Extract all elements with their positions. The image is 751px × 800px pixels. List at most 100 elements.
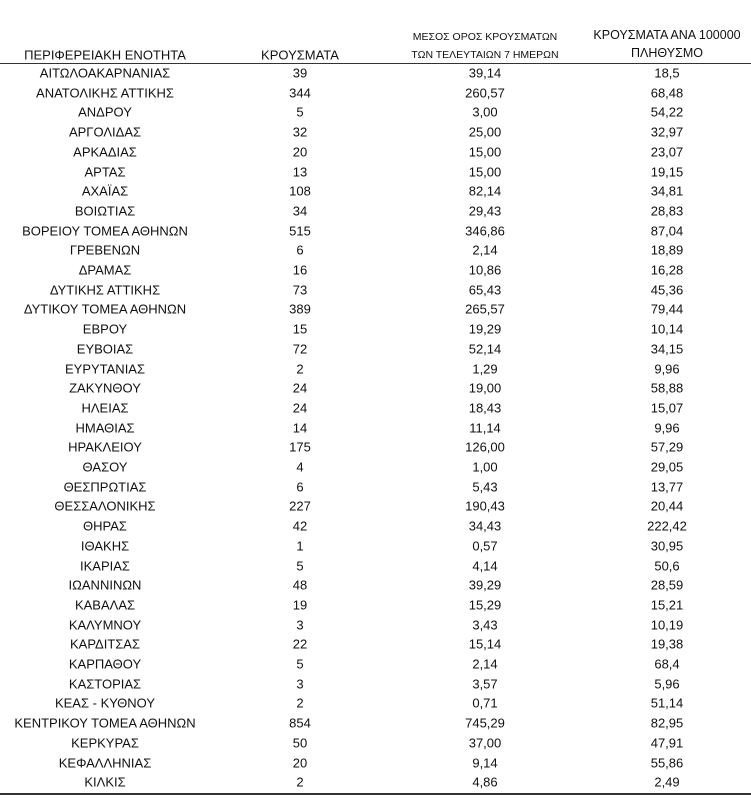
cell-value: 39,29 [468, 577, 502, 593]
region-name: ΚΕΦΑΛΛΗΝΙΑΣ [58, 755, 152, 770]
cell-value: 34,15 [650, 341, 684, 357]
region-name: ΕΥΒΟΙΑΣ [76, 341, 134, 357]
region-name: ΑΝΑΤΟΛΙΚΗΣ ΑΤΤΙΚΗΣ [36, 85, 174, 101]
cell-value: 15,00 [468, 164, 502, 179]
cell-value: 19,38 [650, 636, 684, 652]
cell-value: 50 [292, 735, 308, 751]
region-name: ΒΟΙΩΤΙΑΣ [74, 203, 136, 219]
cell-value: 10,14 [650, 321, 684, 337]
cell-value: 126,00 [465, 439, 505, 455]
cell-value: 20,44 [650, 498, 684, 514]
cell-value: 32,97 [650, 124, 684, 140]
region-name: ΚΕΡΚΥΡΑΣ [71, 735, 139, 751]
cell-value: 20 [292, 755, 308, 770]
region-name: ΗΛΕΙΑΣ [81, 400, 129, 416]
cell-value: 5,96 [654, 676, 680, 692]
cell-value: 28,59 [650, 577, 684, 593]
cell-value: 18,5 [654, 65, 680, 81]
cell-value: 0,71 [472, 695, 498, 711]
cell-value: 108 [289, 183, 311, 199]
region-name: ΑΡΤΑΣ [84, 164, 126, 179]
cell-value: 190,43 [465, 498, 505, 514]
cell-value: 23,07 [650, 144, 684, 160]
cell-value: 2 [296, 774, 304, 790]
cell-value: 3,00 [472, 104, 498, 120]
cell-value: 51,14 [650, 695, 684, 711]
region-name: ΕΥΡΥΤΑΝΙΑΣ [64, 361, 146, 376]
cell-value: 745,29 [465, 715, 505, 731]
column-header: ΚΡΟΥΣΜΑΤΑ ΑΝΑ 100000 [593, 27, 741, 42]
region-name: ΔΥΤΙΚΟΥ ΤΟΜΕΑ ΑΘΗΝΩΝ [23, 301, 187, 317]
cell-value: 5 [296, 558, 304, 573]
cell-value: 15,29 [468, 597, 502, 613]
cell-value: 13,77 [650, 479, 684, 495]
cell-value: 15 [292, 321, 308, 337]
region-name: ΑΡΓΟΛΙΔΑΣ [68, 124, 142, 140]
cell-value: 58,88 [650, 380, 684, 396]
region-name: ΖΑΚΥΝΘΟΥ [69, 380, 141, 396]
cell-value: 19,15 [650, 164, 684, 179]
region-name: ΚΑΡΔΙΤΣΑΣ [69, 636, 141, 652]
cell-value: 87,04 [650, 223, 684, 239]
cell-value: 29,43 [468, 203, 502, 219]
region-name: ΚΑΒΑΛΑΣ [74, 597, 136, 613]
cell-value: 48 [292, 577, 308, 593]
column-header: ΤΩΝ ΤΕΛΕΥΤΑΙΩΝ 7 ΗΜΕΡΩΝ [411, 48, 559, 61]
region-name: ΗΡΑΚΛΕΙΟΥ [68, 439, 142, 455]
cell-value: 4 [296, 459, 304, 475]
cell-value: 1 [296, 538, 304, 554]
region-name: ΚΑΡΠΑΘΟΥ [68, 656, 142, 672]
cell-value: 20 [292, 144, 308, 160]
cell-value: 0,57 [472, 538, 498, 554]
region-name: ΘΕΣΣΑΛΟΝΙΚΗΣ [54, 498, 156, 514]
cell-value: 39,14 [468, 65, 502, 81]
cell-value: 5 [296, 104, 304, 120]
cell-value: 515 [289, 223, 311, 239]
cell-value: 32 [292, 124, 308, 140]
region-name: ΘΑΣΟΥ [82, 459, 128, 475]
cell-value: 18,43 [468, 400, 502, 416]
cell-value: 82,95 [650, 715, 684, 731]
cell-value: 15,07 [650, 400, 684, 416]
cell-value: 82,14 [468, 183, 502, 199]
cell-value: 47,91 [650, 735, 684, 751]
cell-value: 389 [289, 301, 311, 317]
region-name: ΑΡΚΑΔΙΑΣ [73, 144, 137, 160]
region-name: ΑΙΤΩΛΟΑΚΑΡΝΑΝΙΑΣ [39, 65, 171, 81]
region-name: ΑΝΔΡΟΥ [78, 104, 132, 120]
cell-value: 54,22 [650, 104, 684, 120]
cell-value: 1,29 [472, 361, 498, 376]
cell-value: 79,44 [650, 301, 684, 317]
region-name: ΚΑΛΥΜΝΟΥ [68, 617, 142, 633]
cell-value: 346,86 [465, 223, 505, 239]
cell-value: 1,00 [472, 459, 498, 475]
cell-value: 65,43 [468, 282, 502, 298]
cell-value: 2,49 [654, 774, 680, 790]
cell-value: 9,96 [654, 361, 680, 376]
cell-value: 14 [292, 420, 308, 436]
cell-value: 22 [292, 636, 308, 652]
cell-value: 10,86 [468, 262, 502, 278]
cell-value: 4,14 [472, 558, 498, 573]
cell-value: 5 [296, 656, 304, 672]
column-header: ΠΕΡΙΦΕΡΕΙΑΚΗ ΕΝΟΤΗΤΑ [24, 47, 186, 63]
cell-value: 10,19 [650, 617, 684, 633]
cell-value: 42 [292, 518, 308, 534]
cell-value: 15,14 [468, 636, 502, 652]
cell-value: 25,00 [468, 124, 502, 140]
region-name: ΔΡΑΜΑΣ [78, 262, 132, 278]
cell-value: 16,28 [650, 262, 684, 278]
cell-value: 19,00 [468, 380, 502, 396]
cell-value: 57,29 [650, 439, 684, 455]
cell-value: 15,21 [650, 597, 684, 613]
cell-value: 3 [296, 676, 304, 692]
cell-value: 13 [292, 164, 308, 179]
region-name: ΕΒΡΟΥ [82, 321, 128, 337]
cell-value: 222,42 [647, 518, 687, 534]
cell-value: 9,14 [472, 755, 498, 770]
cell-value: 854 [289, 715, 311, 731]
cell-value: 24 [292, 400, 308, 416]
header-rule [0, 63, 751, 64]
cell-value: 2,14 [472, 656, 498, 672]
cell-value: 15,00 [468, 144, 502, 160]
